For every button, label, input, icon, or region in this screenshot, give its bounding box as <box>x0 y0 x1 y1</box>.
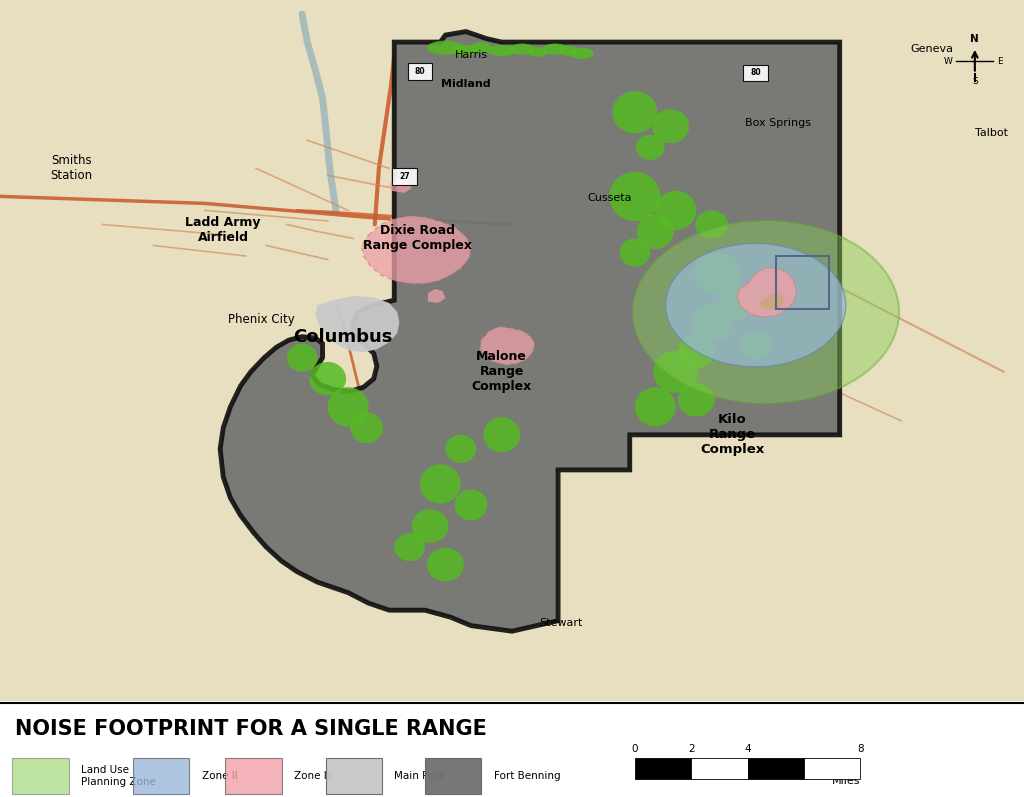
Ellipse shape <box>510 44 535 55</box>
Ellipse shape <box>678 333 715 368</box>
Text: 80: 80 <box>751 69 761 77</box>
Bar <box>326 758 382 794</box>
Text: 80: 80 <box>415 67 425 76</box>
Bar <box>425 758 481 794</box>
Ellipse shape <box>612 91 657 133</box>
Polygon shape <box>361 216 471 284</box>
Text: Stewart: Stewart <box>540 618 583 628</box>
Bar <box>12 758 69 794</box>
Text: NOISE FOOTPRINT FOR A SINGLE RANGE: NOISE FOOTPRINT FOR A SINGLE RANGE <box>15 719 487 739</box>
Text: 4: 4 <box>744 744 751 754</box>
Ellipse shape <box>427 41 464 55</box>
Bar <box>743 65 768 81</box>
Ellipse shape <box>412 509 449 543</box>
Ellipse shape <box>695 210 728 238</box>
Text: Malone
Range
Complex: Malone Range Complex <box>472 350 531 393</box>
Ellipse shape <box>455 489 487 520</box>
Ellipse shape <box>527 47 548 57</box>
Text: S: S <box>972 77 978 86</box>
Text: W: W <box>943 57 952 65</box>
Ellipse shape <box>420 465 461 504</box>
Polygon shape <box>389 179 412 193</box>
Ellipse shape <box>635 387 676 426</box>
Polygon shape <box>428 289 445 303</box>
Text: 27: 27 <box>399 172 410 181</box>
Text: Cusseta: Cusseta <box>587 193 632 202</box>
Ellipse shape <box>454 45 478 56</box>
Text: Harris: Harris <box>455 49 487 60</box>
Polygon shape <box>315 296 399 352</box>
Bar <box>691 758 748 779</box>
Text: Kilo
Range
Complex: Kilo Range Complex <box>700 414 764 457</box>
Ellipse shape <box>620 238 650 266</box>
Polygon shape <box>760 293 784 310</box>
Ellipse shape <box>427 548 464 582</box>
Ellipse shape <box>543 44 567 55</box>
Text: Phenix City: Phenix City <box>227 312 295 326</box>
Bar <box>225 758 282 794</box>
Polygon shape <box>480 327 535 365</box>
Ellipse shape <box>609 172 660 221</box>
Ellipse shape <box>471 42 492 53</box>
Bar <box>635 758 691 779</box>
Ellipse shape <box>328 387 369 426</box>
Bar <box>776 256 829 308</box>
Text: Box Springs: Box Springs <box>745 118 811 128</box>
Bar <box>392 168 417 185</box>
Text: N: N <box>971 34 979 44</box>
Ellipse shape <box>652 109 689 143</box>
Ellipse shape <box>287 344 317 371</box>
Polygon shape <box>220 32 840 631</box>
Text: Miles: Miles <box>831 776 860 786</box>
Text: Land Use
Planning Zone: Land Use Planning Zone <box>81 765 156 787</box>
Text: Zone II: Zone II <box>202 771 238 781</box>
Ellipse shape <box>739 331 772 359</box>
Ellipse shape <box>445 435 476 463</box>
Bar <box>408 63 432 80</box>
Text: 2: 2 <box>688 744 694 754</box>
Ellipse shape <box>558 45 579 56</box>
Text: 0: 0 <box>632 744 638 754</box>
Ellipse shape <box>678 383 715 417</box>
Ellipse shape <box>719 284 756 319</box>
Text: Zone III: Zone III <box>294 771 333 781</box>
Ellipse shape <box>350 412 383 443</box>
Ellipse shape <box>487 45 516 56</box>
Bar <box>133 758 189 794</box>
Ellipse shape <box>655 190 696 230</box>
Text: 8: 8 <box>857 744 863 754</box>
Ellipse shape <box>569 48 594 59</box>
Text: E: E <box>997 57 1002 65</box>
Circle shape <box>633 221 899 403</box>
Ellipse shape <box>694 253 739 295</box>
Ellipse shape <box>653 351 698 393</box>
Text: Smiths
Station: Smiths Station <box>50 155 93 183</box>
Text: Fort Benning: Fort Benning <box>494 771 560 781</box>
Text: Talbot: Talbot <box>975 128 1008 138</box>
Text: Geneva: Geneva <box>910 44 953 54</box>
Ellipse shape <box>394 533 425 561</box>
Ellipse shape <box>483 418 520 453</box>
Ellipse shape <box>637 214 674 249</box>
Circle shape <box>666 243 846 367</box>
Text: Dixie Road
Range Complex: Dixie Road Range Complex <box>364 225 472 253</box>
Text: Ladd Army
Airfield: Ladd Army Airfield <box>185 216 261 244</box>
Ellipse shape <box>309 362 346 395</box>
Text: Midland: Midland <box>441 79 490 89</box>
Bar <box>748 758 804 779</box>
Ellipse shape <box>691 303 732 342</box>
Bar <box>804 758 860 779</box>
Ellipse shape <box>636 135 665 160</box>
Polygon shape <box>737 268 797 317</box>
Text: Columbus: Columbus <box>293 328 393 346</box>
Text: Main Post: Main Post <box>394 771 444 781</box>
